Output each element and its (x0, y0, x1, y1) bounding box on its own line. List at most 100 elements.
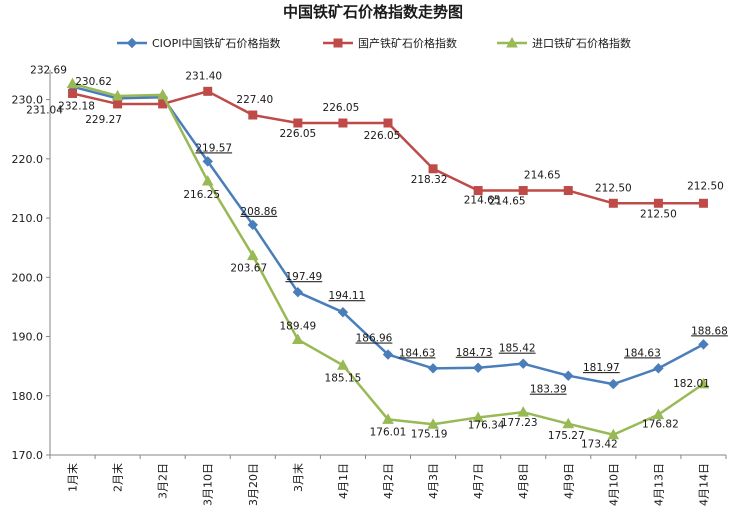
data-point (248, 110, 258, 120)
data-label: 232.69 (30, 65, 67, 77)
data-point (698, 198, 708, 208)
legend-marker (506, 36, 518, 48)
legend: CIOPI中国铁矿石价格指数 国产铁矿石价格指数 进口铁矿石价格指数 (117, 36, 631, 50)
x-tick-label: 2月末 (111, 463, 125, 492)
data-label: 183.39 (530, 384, 567, 396)
data-point (607, 428, 620, 440)
data-label: 226.05 (364, 130, 401, 142)
data-label: 231.40 (185, 70, 222, 82)
y-tick-label: 180.0 (12, 390, 44, 403)
data-point (563, 186, 573, 196)
data-label: 184.63 (399, 347, 436, 359)
data-point (203, 86, 213, 96)
legend-item: 国产铁矿石价格指数 (323, 36, 457, 50)
data-label: 175.19 (411, 428, 448, 440)
series-triangle (66, 77, 710, 440)
x-tick-label: 3月10日 (202, 463, 215, 506)
data-label: 184.63 (624, 347, 661, 359)
data-label: 212.50 (640, 208, 677, 220)
x-tick-label: 3月2日 (157, 463, 170, 499)
data-point (652, 408, 665, 420)
data-point (292, 333, 304, 345)
data-point (427, 363, 439, 374)
data-point (111, 89, 124, 101)
y-tick-label: 190.0 (12, 331, 44, 344)
legend-marker (126, 37, 138, 49)
data-label: 232.18 (58, 101, 95, 113)
x-tick-label: 3月20日 (247, 463, 260, 506)
legend-label: 国产铁矿石价格指数 (358, 36, 457, 50)
data-label: 216.25 (183, 189, 220, 201)
data-label: 176.01 (370, 426, 407, 438)
x-tick-label: 4月7日 (472, 463, 485, 499)
data-label: 203.67 (230, 263, 267, 275)
data-point (698, 339, 709, 350)
series-square (68, 86, 708, 208)
data-label: 218.32 (411, 174, 448, 186)
x-tick-label: 4月1日 (337, 463, 350, 499)
x-tick-label: 4月10日 (607, 463, 620, 506)
data-label: 227.40 (236, 94, 273, 106)
x-tick-label: 4月13日 (652, 463, 665, 506)
data-point (156, 88, 169, 100)
data-label: 185.42 (499, 343, 536, 355)
data-point (472, 362, 484, 373)
data-label: 219.57 (195, 142, 232, 154)
legend-item: CIOPI中国铁矿石价格指数 (117, 36, 280, 50)
x-tick-label: 4月3日 (427, 463, 440, 499)
data-point (518, 186, 528, 196)
x-tick-label: 4月8日 (517, 463, 530, 499)
data-label: 214.65 (464, 195, 501, 207)
legend-label: CIOPI中国铁矿石价格指数 (152, 36, 280, 50)
data-point (697, 377, 710, 389)
data-point (653, 198, 663, 208)
chart-title: 中国铁矿石价格指数走势图 (283, 3, 463, 21)
data-label: 176.34 (468, 419, 505, 431)
data-point (247, 219, 259, 231)
y-tick-label: 230.0 (12, 94, 44, 107)
data-label: 231.04 (26, 104, 63, 116)
data-label: 182.01 (673, 378, 710, 390)
data-point (428, 164, 438, 174)
y-tick-label: 210.0 (12, 212, 44, 225)
data-point (427, 418, 439, 429)
data-label: 230.62 (75, 76, 112, 88)
data-label: 208.86 (240, 206, 277, 218)
x-tick-label: 3月末 (291, 463, 305, 492)
x-tick-label: 1月末 (66, 463, 80, 492)
series-layer (66, 77, 710, 440)
data-label: 181.97 (583, 362, 620, 374)
data-point (292, 286, 304, 298)
x-tick-label: 4月14日 (697, 463, 710, 506)
data-label: 229.27 (85, 114, 122, 126)
data-point (517, 358, 529, 369)
y-tick-label: 220.0 (12, 153, 44, 166)
data-point (562, 417, 575, 429)
data-point (338, 118, 348, 128)
data-label: 214.65 (489, 196, 526, 208)
y-tick-label: 170.0 (12, 449, 44, 462)
legend-marker (333, 38, 343, 48)
data-label: 212.50 (595, 182, 632, 194)
legend-label: 进口铁矿石价格指数 (532, 36, 631, 50)
data-point (113, 99, 123, 109)
data-point (202, 156, 213, 167)
data-point (201, 175, 214, 186)
data-label: 188.68 (691, 325, 728, 337)
data-point (517, 406, 530, 417)
legend-item: 进口铁矿石价格指数 (497, 36, 631, 50)
data-point (563, 370, 574, 381)
data-label: 185.15 (325, 372, 362, 384)
data-point (653, 363, 664, 374)
data-point (472, 411, 484, 422)
x-tick-label: 4月9日 (562, 463, 575, 499)
data-point (68, 88, 78, 98)
data-label: 212.50 (687, 180, 724, 192)
x-tick-label: 4月2日 (382, 463, 395, 499)
data-point (337, 359, 349, 370)
data-label: 186.96 (356, 333, 393, 345)
data-label: 184.73 (456, 347, 493, 359)
data-point (382, 413, 394, 424)
data-label: 226.05 (279, 128, 316, 140)
